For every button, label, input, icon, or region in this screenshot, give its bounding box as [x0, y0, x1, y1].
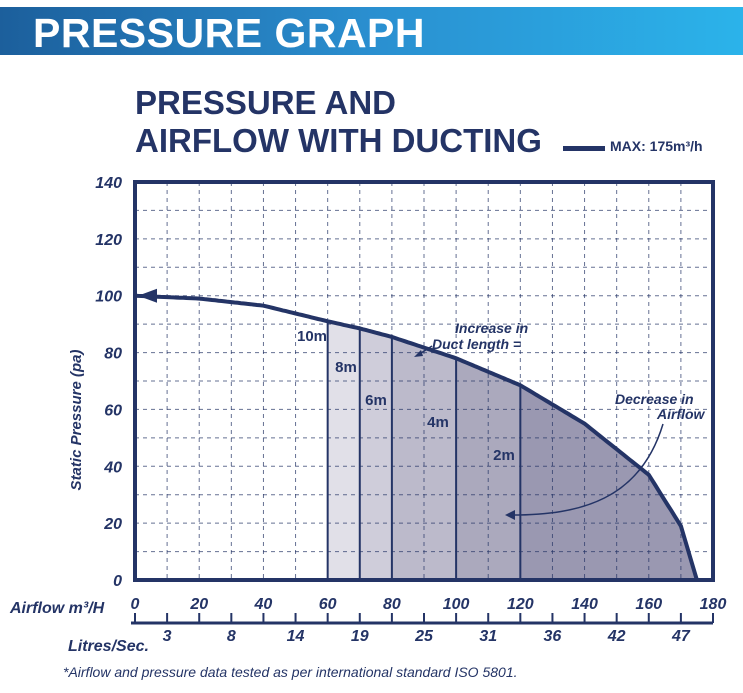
annotation-decrease-1: Decrease in	[615, 391, 694, 407]
x2-tick-label: 42	[607, 628, 626, 645]
annotation-decrease-2: Airflow	[656, 406, 706, 422]
y-tick-label: 0	[113, 573, 122, 590]
duct-label-4m: 4m	[427, 414, 449, 431]
x-tick-label: 100	[443, 596, 470, 613]
duct-region-2m	[520, 385, 697, 580]
header-banner: PRESSURE GRAPH	[0, 7, 743, 56]
x-tick-label: 160	[635, 596, 662, 613]
x2-tick-label: 25	[414, 628, 434, 645]
x2-tick-label: 19	[351, 628, 369, 645]
pressure-curve	[134, 293, 699, 581]
x2-tick-label: 47	[671, 628, 691, 645]
header-title: PRESSURE GRAPH	[33, 10, 426, 56]
duct-region-6m	[391, 336, 457, 580]
x-tick-label: 20	[189, 596, 208, 613]
x2-axis-label: Litres/Sec.	[68, 638, 149, 655]
annotation-increase-1: Increase in	[455, 320, 528, 336]
annotation-increase-2: Duct length =	[432, 336, 521, 352]
x-tick-label: 60	[319, 596, 337, 613]
arrowhead-icon	[505, 510, 515, 520]
chart-title-line-2: AIRFLOW WITH DUCTING	[135, 122, 542, 159]
duct-region-10m	[327, 321, 360, 580]
y-tick-label: 140	[95, 175, 122, 192]
legend-line	[563, 146, 605, 151]
x-tick-label: 120	[507, 596, 534, 613]
arrowhead-icon	[414, 350, 423, 357]
x-tick-label: 140	[571, 596, 598, 613]
footnote: *Airflow and pressure data tested as per…	[63, 664, 518, 680]
duct-label-8m: 8m	[335, 359, 357, 376]
y-axis-label: Static Pressure (pa)	[68, 350, 85, 491]
duct-region-8m	[359, 328, 392, 580]
chart-title-line-1: PRESSURE AND	[135, 84, 396, 121]
y-tick-label: 120	[95, 232, 122, 249]
curve-arrowhead-icon	[138, 288, 157, 303]
x2-tick-label: 3	[163, 628, 172, 645]
x-tick-label: 0	[131, 596, 140, 613]
y-tick-label: 40	[103, 459, 122, 476]
x2-tick-label: 8	[227, 628, 236, 645]
annotation-arrow-decrease	[511, 423, 664, 516]
x2-tick-label: 14	[287, 628, 305, 645]
y-tick-label: 20	[103, 516, 122, 533]
x2-tick-label: 31	[479, 628, 497, 645]
x-axis-label: Airflow m³/H	[9, 600, 105, 617]
x-tick-label: 80	[383, 596, 401, 613]
y-tick-label: 80	[104, 346, 122, 363]
plot-frame	[133, 180, 715, 582]
duct-label-10m: 10m	[297, 328, 327, 345]
duct-label-6m: 6m	[365, 392, 387, 409]
y-tick-label: 60	[104, 402, 122, 419]
y-tick-label: 100	[95, 289, 122, 306]
duct-region-4m	[456, 358, 521, 580]
x-tick-label: 180	[700, 596, 727, 613]
x-tick-label: 40	[254, 596, 273, 613]
legend-label: MAX: 175m³/h	[610, 138, 703, 154]
duct-label-2m: 2m	[493, 447, 515, 464]
x2-tick-label: 36	[544, 628, 562, 645]
